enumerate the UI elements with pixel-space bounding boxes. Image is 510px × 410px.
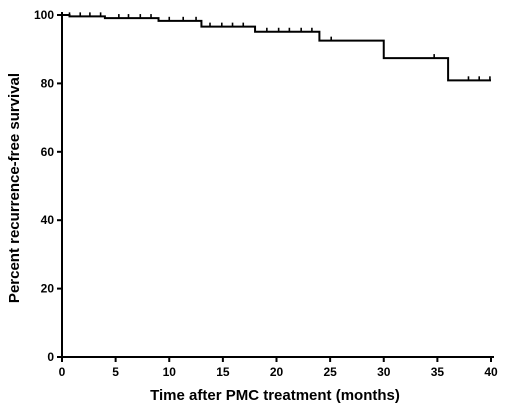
x-axis-title: Time after PMC treatment (months) bbox=[150, 387, 400, 404]
y-tick-label: 60 bbox=[41, 145, 55, 159]
y-tick-label: 40 bbox=[41, 213, 55, 227]
y-tick-label: 80 bbox=[41, 76, 55, 90]
y-tick-label: 20 bbox=[41, 282, 55, 296]
x-tick-label: 40 bbox=[484, 365, 498, 379]
x-tick-label: 5 bbox=[112, 365, 119, 379]
plot-area: 0 20 40 60 80 100 0 5 10 15 20 25 30 35 40 bbox=[34, 8, 498, 379]
survival-step-line bbox=[62, 14, 491, 82]
x-tick-label: 0 bbox=[59, 365, 66, 379]
x-tick-label: 10 bbox=[163, 365, 177, 379]
x-tick-label: 30 bbox=[377, 365, 391, 379]
y-tick-label: 100 bbox=[34, 8, 54, 22]
x-tick-label: 35 bbox=[431, 365, 445, 379]
y-tick-label: 0 bbox=[47, 350, 54, 364]
y-axis-title: Percent recurrence-free survival bbox=[6, 73, 23, 303]
x-tick-label: 15 bbox=[216, 365, 230, 379]
x-tick-label: 25 bbox=[323, 365, 337, 379]
x-tick-label: 20 bbox=[270, 365, 284, 379]
